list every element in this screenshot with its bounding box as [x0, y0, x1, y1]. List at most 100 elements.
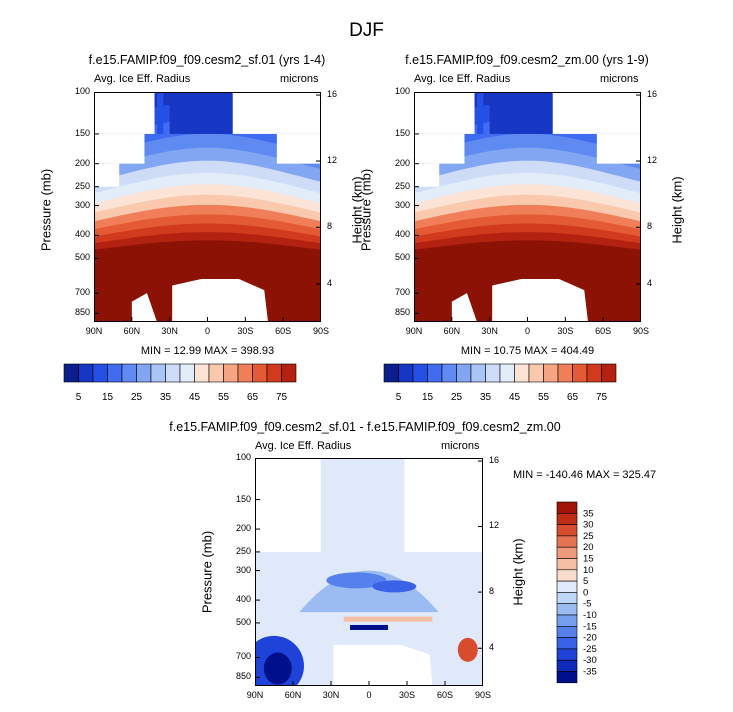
colorbar-swatch — [252, 363, 268, 383]
colorbar-swatch — [165, 363, 181, 383]
x-tick-label: 30N — [322, 690, 340, 700]
contour-band — [263, 652, 292, 685]
colorbar-label: 30 — [583, 520, 594, 531]
colorbar-label: 75 — [596, 392, 608, 403]
y-tick-label: 400 — [74, 229, 90, 240]
colorbar-label: -25 — [583, 644, 597, 655]
panel2-left-label: Avg. Ice Eff. Radius — [414, 73, 511, 85]
colorbar-label: -15 — [583, 621, 597, 632]
y-tick-label: 300 — [235, 564, 251, 575]
colorbar-swatch — [556, 546, 578, 559]
colorbar-label: -5 — [583, 599, 591, 610]
colorbar-swatch — [427, 363, 443, 383]
panel3-plot — [255, 458, 483, 686]
height-tick-label: 4 — [489, 642, 495, 653]
colorbar-swatch — [266, 363, 282, 383]
colorbar-label: 75 — [276, 392, 288, 403]
panel2-ylabel-right: Height (km) — [669, 176, 685, 244]
colorbar-swatch — [179, 363, 195, 383]
contour-band — [326, 572, 387, 589]
colorbar-label: -30 — [583, 655, 597, 666]
x-tick-label: 90S — [312, 326, 329, 336]
colorbar-label: 10 — [583, 565, 594, 576]
height-tick-label: 12 — [327, 155, 338, 166]
height-tick-label: 16 — [327, 89, 338, 100]
colorbar-swatch — [556, 513, 578, 525]
colorbar-swatch — [556, 603, 578, 616]
colorbar-label: 20 — [583, 542, 594, 553]
x-tick-label: 60S — [275, 326, 292, 336]
panel3-right-label: microns — [441, 440, 480, 452]
missing-area — [333, 644, 433, 686]
colorbar-swatch — [92, 363, 108, 383]
colorbar-swatch — [556, 671, 578, 684]
panel1-left-label: Avg. Ice Eff. Radius — [94, 73, 191, 85]
colorbar-label: 65 — [247, 392, 259, 403]
panel1-stats: MIN = 12.99 MAX = 398.93 — [140, 345, 275, 357]
y-tick-label: 700 — [235, 651, 251, 662]
colorbar-swatch — [514, 363, 530, 383]
x-tick-label: 90N — [405, 326, 423, 336]
x-tick-label: 90S — [474, 690, 491, 700]
colorbar-swatch — [556, 524, 578, 537]
missing-area — [414, 92, 475, 134]
colorbar-swatch — [281, 363, 297, 383]
colorbar-label: 15 — [583, 554, 594, 565]
colorbar-swatch — [557, 363, 573, 383]
contour-band — [372, 580, 417, 593]
colorbar-swatch — [136, 363, 152, 383]
colorbar-label: 5 — [396, 392, 402, 403]
colorbar-swatch — [208, 363, 224, 383]
y-tick-label: 700 — [74, 287, 90, 298]
missing-area — [94, 163, 120, 187]
contour-band — [157, 92, 164, 134]
x-tick-label: 60N — [443, 326, 461, 336]
y-tick-label: 300 — [74, 199, 90, 210]
colorbar-swatch — [556, 659, 578, 672]
colorbar-swatch — [601, 363, 617, 383]
y-tick-label: 250 — [74, 180, 90, 191]
colorbar-swatch — [456, 363, 472, 383]
colorbar-label: -35 — [583, 667, 597, 678]
colorbar-swatch — [121, 363, 137, 383]
panel1-plot — [94, 92, 321, 322]
x-tick-label: 90N — [246, 690, 264, 700]
colorbar-label: 0 — [583, 587, 588, 598]
missing-area — [451, 293, 478, 322]
colorbar-swatch — [556, 592, 578, 605]
height-tick-label: 16 — [647, 89, 658, 100]
colorbar-swatch — [107, 363, 123, 383]
colorbar-swatch — [556, 614, 578, 627]
y-tick-label: 850 — [394, 307, 410, 318]
panel1-colorbar: 5 15 25 35 45 55 65 75 — [63, 363, 297, 403]
contour-band — [169, 92, 246, 134]
x-tick-label: 60N — [284, 690, 302, 700]
y-tick-label: 850 — [235, 671, 251, 682]
colorbar-label: -10 — [583, 610, 597, 621]
colorbar-label: 45 — [509, 392, 521, 403]
missing-area — [414, 133, 465, 164]
x-tick-label: 60N — [123, 326, 141, 336]
y-tick-label: 150 — [394, 127, 410, 138]
colorbar-label: -20 — [583, 633, 597, 644]
height-tick-label: 8 — [647, 221, 653, 232]
colorbar-label: 65 — [567, 392, 579, 403]
y-tick-label: 500 — [235, 616, 251, 627]
missing-area — [276, 133, 321, 164]
height-tick-label: 8 — [489, 586, 495, 597]
colorbar-swatch — [586, 363, 602, 383]
missing-area — [492, 278, 589, 322]
colorbar-swatch — [194, 363, 210, 383]
missing-area — [404, 458, 483, 552]
x-tick-label: 60S — [436, 690, 453, 700]
colorbar-swatch — [470, 363, 486, 383]
missing-area — [255, 458, 321, 552]
panel3-left-label: Avg. Ice Eff. Radius — [255, 440, 352, 452]
panel3-ylabel: Pressure (mb) — [199, 530, 215, 614]
colorbar-label: 35 — [583, 508, 594, 519]
colorbar-swatch — [556, 569, 578, 582]
colorbar-label: 55 — [218, 392, 230, 403]
x-tick-label: 30N — [161, 326, 178, 336]
missing-area — [94, 92, 155, 134]
